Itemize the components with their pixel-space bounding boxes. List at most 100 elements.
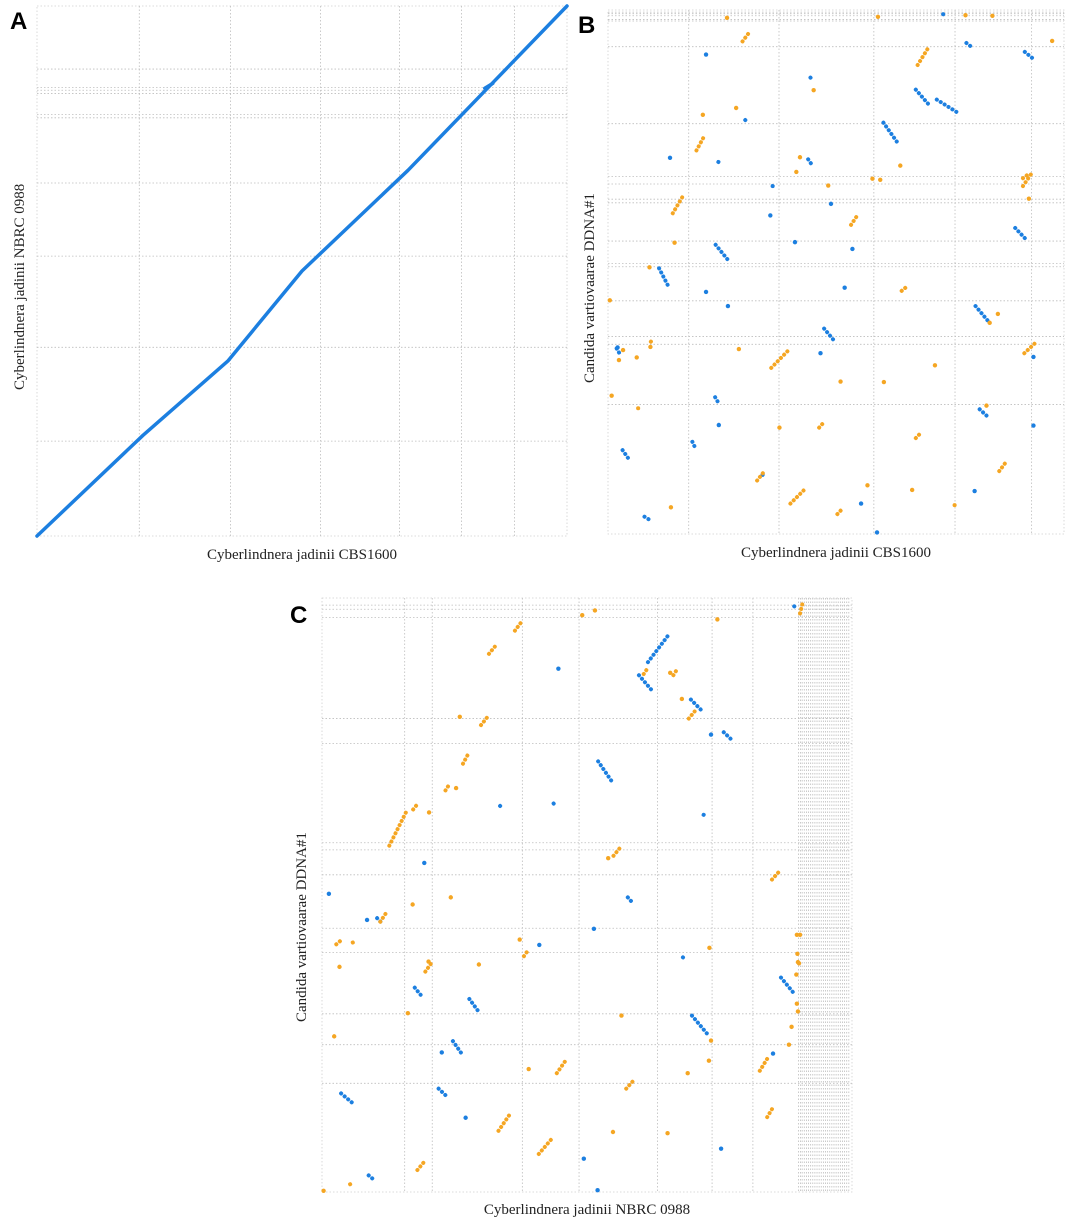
plot-frame xyxy=(607,9,1065,535)
y-axis-label: Candida vartiovaarae DDNA#1 xyxy=(582,193,598,383)
alignment-segment xyxy=(348,1181,355,1187)
alignment-dot xyxy=(850,246,855,252)
alignment-dot xyxy=(616,357,622,363)
alignment-segment xyxy=(977,407,989,418)
alignment-dot xyxy=(725,303,731,309)
alignment-dot xyxy=(476,962,482,967)
alignment-segment xyxy=(624,1079,635,1091)
alignment-dot xyxy=(909,487,915,493)
alignment-segment xyxy=(636,673,654,693)
alignment-segment xyxy=(412,985,423,997)
alignment-dot xyxy=(426,810,432,815)
panel-label: C xyxy=(290,602,308,629)
panel-c: C Cyberlindnera jadinii NBRC 0988 Candid… xyxy=(280,590,880,1224)
alignment-segment xyxy=(941,12,948,18)
alignment-segment xyxy=(881,120,900,145)
alignment-segment xyxy=(755,468,767,483)
alignment-dot xyxy=(1031,423,1036,428)
alignment-segment xyxy=(688,697,705,713)
alignment-segment xyxy=(769,868,783,882)
alignment-segment xyxy=(625,895,633,903)
alignment-dot xyxy=(321,1188,326,1194)
alignment-segment xyxy=(835,505,846,517)
alignment-dot xyxy=(580,613,585,618)
alignment-segment xyxy=(997,458,1009,474)
alignment-dot xyxy=(724,15,730,21)
alignment-dot xyxy=(770,1051,776,1056)
alignment-dot xyxy=(439,1050,444,1055)
alignment-segment xyxy=(788,487,807,506)
alignment-dot xyxy=(648,344,653,350)
x-axis-label: Cyberlindnera jadinii CBS1600 xyxy=(741,545,931,561)
alignment-dot xyxy=(581,1156,587,1161)
alignment-dot xyxy=(715,617,720,622)
alignment-segment xyxy=(648,337,655,344)
alignment-segment xyxy=(913,430,923,441)
alignment-dot xyxy=(995,311,1001,317)
alignment-dot xyxy=(422,860,427,866)
alignment-segment xyxy=(1022,49,1035,61)
alignment-segment xyxy=(387,808,409,848)
alignment-segment xyxy=(1013,225,1029,242)
alignment-dot xyxy=(842,285,847,290)
alignment-segment xyxy=(350,938,359,945)
alignment-segment xyxy=(808,75,815,83)
panel-label: A xyxy=(10,8,28,35)
alignment-dot xyxy=(679,696,685,702)
alignment-dot xyxy=(703,289,709,295)
alignment-segment xyxy=(339,1091,354,1105)
alignment-segment xyxy=(913,87,932,108)
alignment-dot xyxy=(667,155,673,160)
alignment-segment xyxy=(423,961,434,974)
alignment-dot xyxy=(672,240,677,245)
alignment-dot xyxy=(619,1013,624,1018)
dotplot-c xyxy=(321,597,853,1194)
alignment-segment xyxy=(334,938,343,947)
alignment-segment xyxy=(934,97,959,115)
x-axis-label: Cyberlindnera jadinii CBS1600 xyxy=(207,547,397,563)
alignment-dot xyxy=(797,932,803,937)
alignment-dot xyxy=(634,355,639,360)
alignment-dot xyxy=(898,163,903,168)
alignment-segment xyxy=(713,395,722,408)
alignment-segment xyxy=(521,948,530,959)
alignment-segment xyxy=(645,632,671,665)
alignment-segment xyxy=(486,644,497,656)
alignment-dot xyxy=(708,1038,714,1043)
alignment-segment xyxy=(450,1039,465,1057)
alignment-segment xyxy=(512,617,525,633)
alignment-segment xyxy=(498,803,505,811)
panel-b: B Cyberlindnera jadinii CBS1600 Candida … xyxy=(570,0,1067,570)
alignment-dot xyxy=(777,425,782,430)
alignment-segment xyxy=(496,1113,512,1133)
alignment-dot xyxy=(874,530,880,535)
alignment-segment xyxy=(798,598,806,616)
alignment-dot xyxy=(537,942,542,948)
alignment-dot xyxy=(463,1115,468,1120)
alignment-segment xyxy=(554,1057,569,1076)
alignment-dot xyxy=(448,895,453,900)
alignment-dot xyxy=(647,265,652,270)
alignment-dot xyxy=(795,951,800,957)
dotplot-a xyxy=(35,4,569,538)
alignment-segment xyxy=(611,846,622,858)
alignment-dot xyxy=(828,201,834,207)
alignment-dot xyxy=(620,347,626,353)
alignment-dot xyxy=(591,926,597,932)
alignment-dot xyxy=(858,501,864,506)
alignment-dot xyxy=(984,403,989,408)
alignment-dot xyxy=(615,345,620,350)
alignment-segment xyxy=(479,712,492,728)
alignment-dot xyxy=(838,379,843,384)
alignment-dot xyxy=(870,176,875,181)
alignment-segment xyxy=(1022,339,1039,356)
alignment-segment xyxy=(765,1104,776,1120)
alignment-segment xyxy=(716,159,723,166)
alignment-dot xyxy=(410,902,415,907)
x-axis-label: Cyberlindnera jadinii NBRC 0988 xyxy=(483,1202,691,1218)
alignment-dot xyxy=(556,666,561,671)
alignment-segment xyxy=(689,1013,710,1037)
alignment-segment xyxy=(769,348,791,370)
alignment-dot xyxy=(706,1058,712,1063)
alignment-segment xyxy=(596,759,614,784)
